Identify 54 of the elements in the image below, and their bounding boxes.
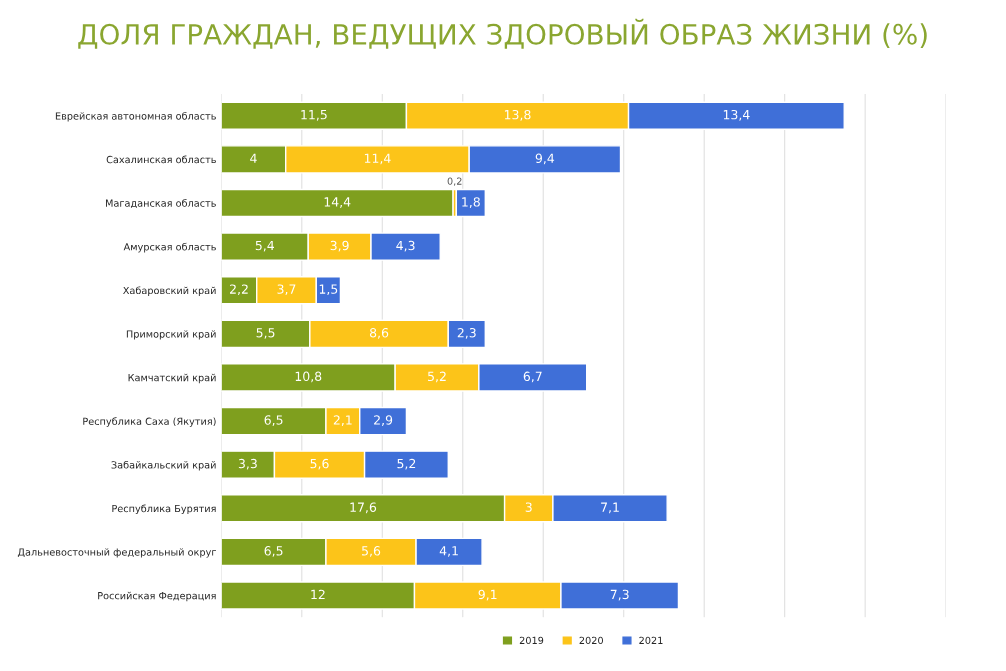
data-label: 13,8 (504, 109, 531, 121)
chart-title: ДОЛЯ ГРАЖДАН, ВЕДУЩИХ ЗДОРОВЫЙ ОБРАЗ ЖИЗНИ (%) (78, 18, 927, 49)
data-label: 5,5 (256, 328, 275, 339)
data-label: 2,2 (230, 284, 248, 296)
data-label: 5,2 (397, 458, 416, 470)
data-label: 11,5 (301, 110, 327, 121)
y-tick-label: Амурская область (123, 242, 216, 253)
data-label: 3,7 (277, 284, 296, 296)
y-tick-label: Забайкальский край (111, 460, 216, 471)
data-label: 14,4 (324, 197, 351, 208)
data-label: 5,6 (310, 458, 329, 470)
legend-label: 2019 (519, 636, 544, 645)
data-label: 6,7 (523, 371, 542, 383)
data-label: 1,8 (462, 197, 480, 208)
data-label: 9,1 (478, 589, 497, 601)
legend-label: 2021 (639, 636, 663, 645)
data-label: 5,4 (255, 240, 275, 252)
data-label: 0,2 (447, 177, 462, 186)
data-label: 3,3 (238, 458, 257, 470)
data-label: 17,6 (350, 502, 377, 514)
data-label: 5,6 (362, 546, 381, 557)
data-label: 6,5 (264, 546, 283, 557)
bar (221, 188, 454, 218)
y-tick-label: Сахалинская область (106, 155, 216, 164)
data-label: 7,3 (610, 589, 629, 601)
y-tick-label: Дальневосточный федеральный округ (17, 548, 216, 558)
data-label: 2,9 (374, 415, 393, 426)
data-label: 9,4 (535, 153, 555, 165)
data-label: 3 (525, 502, 532, 512)
y-tick-label: Республика Саха (Якутия) (83, 417, 216, 427)
data-label: 1,5 (319, 284, 338, 296)
y-tick-label: Республика Бурятия (112, 504, 216, 515)
data-label: 11,4 (364, 153, 391, 165)
y-tick-label: Магаданская область (105, 199, 216, 209)
legend-label: 2020 (579, 636, 603, 645)
data-label: 2,1 (333, 415, 352, 426)
data-label: 4 (250, 153, 257, 163)
data-label: 12 (311, 589, 325, 599)
data-label: 3,9 (330, 240, 349, 252)
y-tick-label: Российская Федерация (98, 591, 216, 602)
data-label: 6,5 (264, 415, 283, 426)
y-tick-label: Приморский край (126, 330, 216, 340)
bar (455, 188, 486, 218)
data-label: 7,1 (601, 502, 619, 514)
data-label: 4,3 (396, 240, 415, 252)
data-label: 13,4 (723, 109, 750, 121)
data-label: 4,1 (439, 546, 458, 557)
data-label: 2,3 (457, 327, 476, 339)
data-label: 10,8 (295, 371, 322, 383)
y-tick-label: Камчатский край (128, 373, 216, 384)
data-label: 5,2 (428, 371, 446, 383)
data-label: 8,6 (369, 327, 389, 339)
y-tick-label: Еврейская автономная область (55, 111, 216, 122)
y-tick-label: Хабаровский край (123, 286, 216, 297)
